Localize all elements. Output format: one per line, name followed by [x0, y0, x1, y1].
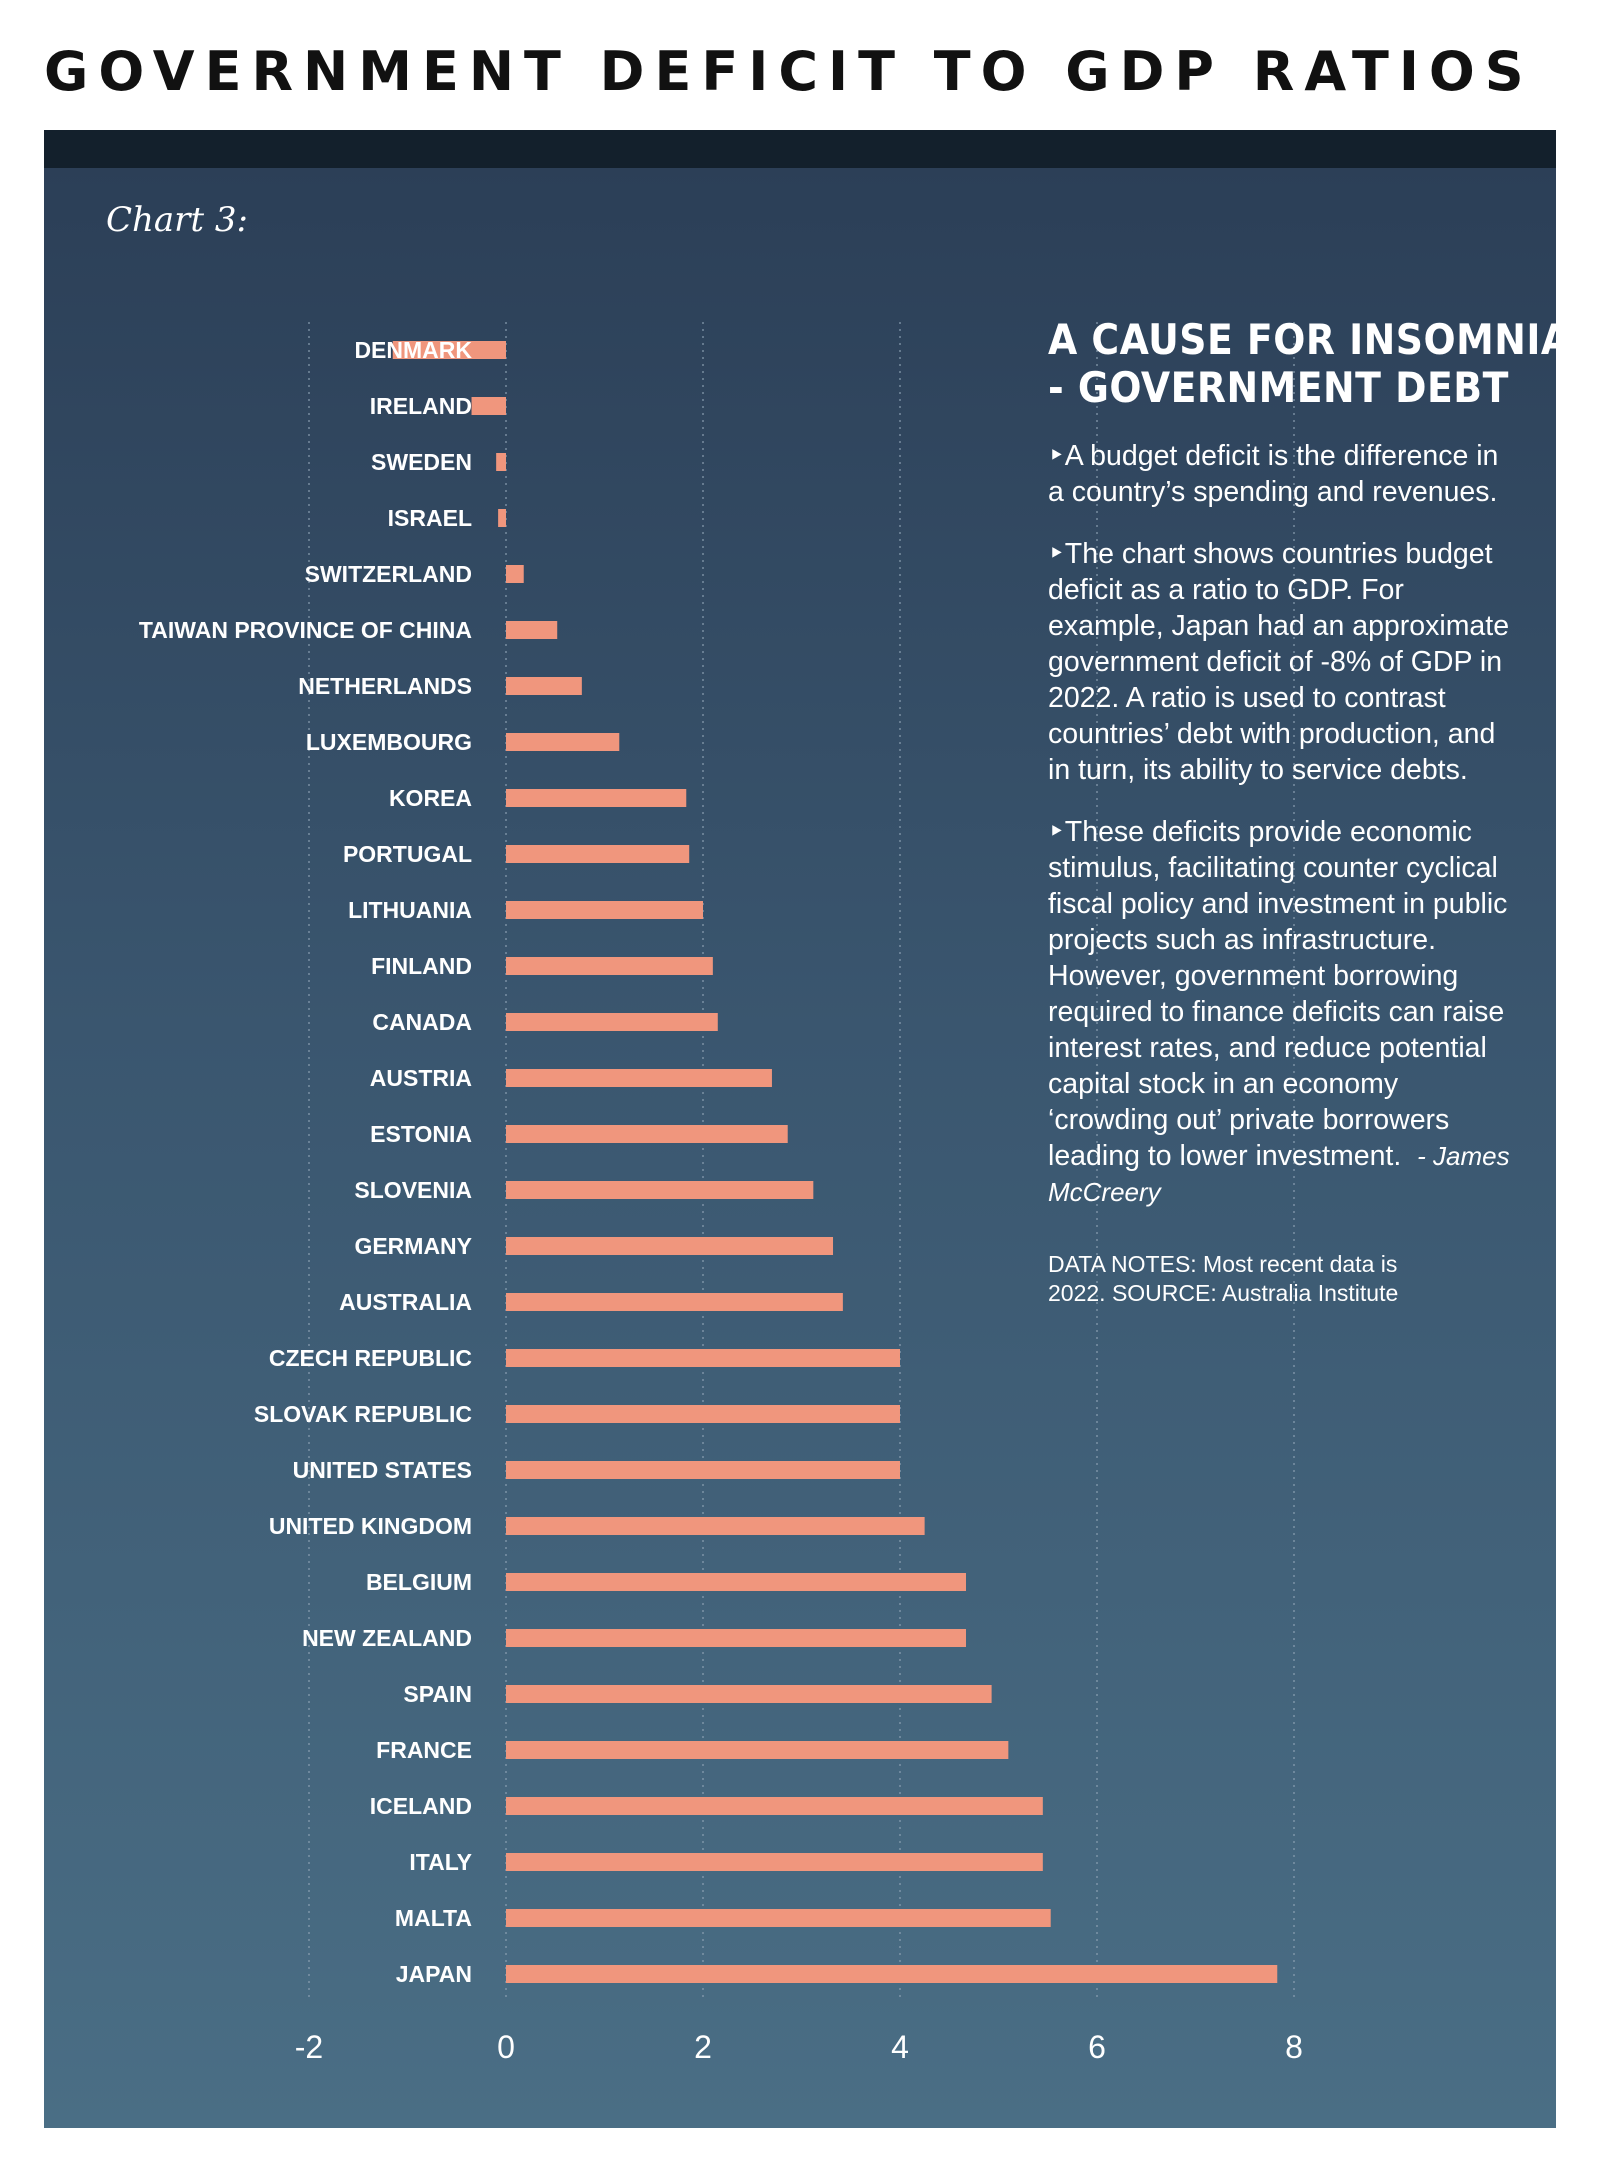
bar-ireland	[471, 397, 506, 415]
category-label-united-states: UNITED STATES	[293, 1457, 472, 1483]
bar-estonia	[506, 1125, 788, 1143]
bar-new-zealand	[506, 1629, 966, 1647]
category-label-finland: FINLAND	[371, 953, 472, 979]
bar-luxembourg	[506, 733, 620, 751]
tick-label-8: 8	[1285, 2029, 1303, 2065]
data-notes-line1: DATA NOTES: Most recent data is	[1048, 1251, 1398, 1277]
bar-netherlands	[506, 677, 582, 695]
bar-sweden	[496, 453, 506, 471]
category-label-ireland: IRELAND	[370, 393, 472, 419]
data-notes: DATA NOTES: Most recent data is 2022. SO…	[1048, 1250, 1518, 1308]
bar-taiwan-province-of-china	[506, 621, 558, 639]
page-title: GOVERNMENT DEFICIT TO GDP RATIOS	[44, 40, 1534, 103]
bar-malta	[506, 1909, 1051, 1927]
panel-top-bar	[44, 130, 1556, 168]
bar-italy	[506, 1853, 1043, 1871]
bar-united-states	[506, 1461, 900, 1479]
bar-canada	[506, 1013, 718, 1031]
bar-france	[506, 1741, 1009, 1759]
category-label-japan: JAPAN	[396, 1961, 472, 1987]
bar-switzerland	[506, 565, 524, 583]
bar-korea	[506, 789, 687, 807]
tick-label-4: 4	[891, 2029, 909, 2065]
category-label-switzerland: SWITZERLAND	[305, 561, 472, 587]
bar-lithuania	[506, 901, 703, 919]
category-label-lithuania: LITHUANIA	[348, 897, 472, 923]
category-label-portugal: PORTUGAL	[343, 841, 472, 867]
tick-label-neg2: -2	[295, 2029, 323, 2065]
author-credit: - James McCreery	[1048, 1141, 1510, 1207]
paragraph-stimulus: ‣These deficits provide economic stimulu…	[1048, 814, 1518, 1210]
chart-number-label: Chart 3:	[106, 200, 248, 240]
bar-portugal	[506, 845, 690, 863]
bar-denmark	[392, 341, 506, 359]
bar-finland	[506, 957, 713, 975]
bar-japan	[506, 1965, 1278, 1983]
bar-slovak-republic	[506, 1405, 900, 1423]
chart-panel: Chart 3: DENMARK IRELAND SWEDEN ISRAEL SWITZ…	[44, 130, 1556, 2128]
bar-austria	[506, 1069, 772, 1087]
tick-label-2: 2	[694, 2029, 712, 2065]
data-notes-line2: 2022. SOURCE: Australia Institute	[1048, 1280, 1399, 1306]
bar-israel	[498, 509, 506, 527]
category-label-luxembourg: LUXEMBOURG	[306, 729, 472, 755]
bar-iceland	[506, 1797, 1043, 1815]
category-label-austria: AUSTRIA	[370, 1065, 472, 1091]
category-label-belgium: BELGIUM	[366, 1569, 472, 1595]
tick-label-0: 0	[497, 2029, 515, 2065]
category-label-malta: MALTA	[395, 1905, 472, 1931]
category-label-netherlands: NETHERLANDS	[298, 673, 472, 699]
bar-chart: DENMARK IRELAND SWEDEN ISRAEL SWITZERLAND TAI…	[139, 322, 1303, 2065]
bar-slovenia	[506, 1181, 814, 1199]
category-label-israel: ISRAEL	[388, 505, 472, 531]
bar-belgium	[506, 1573, 966, 1591]
paragraph-definition: ‣A budget deficit is the difference in a…	[1048, 440, 1499, 508]
category-label-sweden: SWEDEN	[371, 449, 472, 475]
sidebar-heading-line1: A CAUSE FOR INSOMNIA	[1048, 315, 1556, 364]
category-label-france: FRANCE	[376, 1737, 472, 1763]
tick-label-6: 6	[1088, 2029, 1106, 2065]
category-label-czech-republic: CZECH REPUBLIC	[269, 1345, 472, 1371]
category-label-denmark: DENMARK	[354, 337, 472, 363]
paragraph-stimulus-text: ‣These deficits provide economic stimulu…	[1048, 816, 1508, 1172]
bar-spain	[506, 1685, 992, 1703]
category-label-new-zealand: NEW ZEALAND	[302, 1625, 472, 1651]
category-label-canada: CANADA	[372, 1009, 472, 1035]
category-label-germany: GERMANY	[354, 1233, 472, 1259]
category-label-slovenia: SLOVENIA	[354, 1177, 472, 1203]
sidebar-text: A CAUSE FOR INSOMNIA - GOVERNMENT DEBT ‣…	[1048, 315, 1556, 1308]
category-label-estonia: ESTONIA	[370, 1121, 472, 1147]
bar-united-kingdom	[506, 1517, 925, 1535]
category-label-spain: SPAIN	[403, 1681, 472, 1707]
category-label-australia: AUSTRALIA	[339, 1289, 472, 1315]
paragraph-explanation: ‣The chart shows countries budget defici…	[1048, 538, 1510, 786]
category-label-slovak-republic: SLOVAK REPUBLIC	[254, 1401, 472, 1427]
category-label-italy: ITALY	[409, 1849, 472, 1875]
bar-germany	[506, 1237, 834, 1255]
sidebar-heading: A CAUSE FOR INSOMNIA - GOVERNMENT DEBT	[1048, 315, 1556, 412]
sidebar-heading-line2: - GOVERNMENT DEBT	[1048, 363, 1509, 412]
bar-australia	[506, 1293, 843, 1311]
bar-czech-republic	[506, 1349, 900, 1367]
category-label-taiwan-province-of-china: TAIWAN PROVINCE OF CHINA	[139, 617, 472, 643]
category-label-united-kingdom: UNITED KINGDOM	[269, 1513, 472, 1539]
category-label-iceland: ICELAND	[370, 1793, 472, 1819]
category-label-korea: KOREA	[389, 785, 472, 811]
